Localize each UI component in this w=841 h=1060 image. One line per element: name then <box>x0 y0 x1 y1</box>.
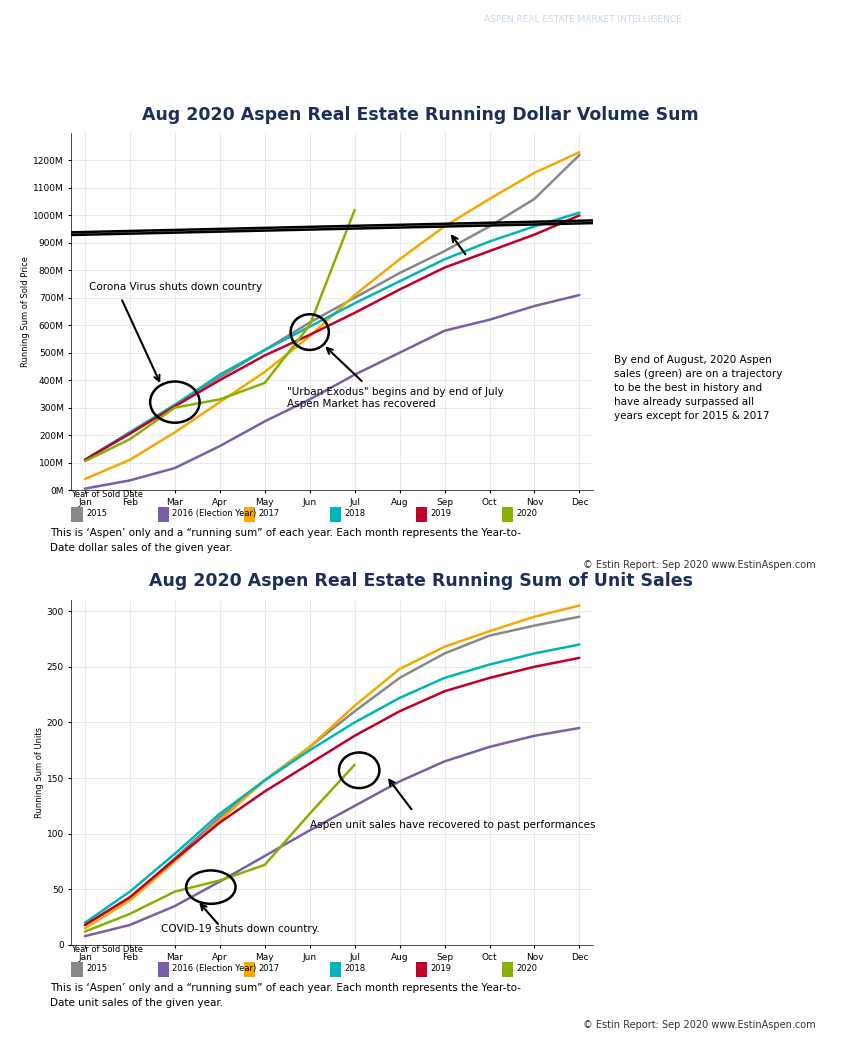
Bar <box>244 961 255 977</box>
Bar <box>244 507 255 523</box>
Bar <box>415 961 427 977</box>
Text: For the latest new listings,
weekly sold properties blog,
quarterly reports and : For the latest new listings, weekly sold… <box>21 21 213 76</box>
Text: 2017: 2017 <box>258 965 279 973</box>
Bar <box>330 961 341 977</box>
Text: "Urban Exodus" begins and by end of July
Aspen Market has recovered: "Urban Exodus" begins and by end of July… <box>288 387 504 408</box>
Bar <box>501 961 513 977</box>
Text: Year of Sold Date: Year of Sold Date <box>71 946 144 954</box>
Text: This is ‘Aspen’ only and a “running sum” of each year. Each month represents the: This is ‘Aspen’ only and a “running sum”… <box>50 528 521 553</box>
Bar <box>157 507 169 523</box>
Text: Aug 2020 Aspen Real Estate Running Sum of Unit Sales: Aug 2020 Aspen Real Estate Running Sum o… <box>149 572 692 590</box>
Bar <box>330 507 341 523</box>
Text: Aug 2020 Aspen Real Estate Running Dollar Volume Sum: Aug 2020 Aspen Real Estate Running Dolla… <box>142 106 699 124</box>
Text: 2016 (Election Year): 2016 (Election Year) <box>172 509 257 518</box>
Text: Year of Sold Date: Year of Sold Date <box>71 491 144 499</box>
Text: © Estin Report: Sep 2020 www.EstinAspen.com: © Estin Report: Sep 2020 www.EstinAspen.… <box>583 1020 816 1030</box>
Text: By end of August, 2020 Aspen
sales (green) are on a trajectory
to be the best in: By end of August, 2020 Aspen sales (gree… <box>614 355 782 421</box>
Text: 2020: 2020 <box>516 965 537 973</box>
Text: 2017: 2017 <box>258 509 279 518</box>
Y-axis label: Running Sum of Units: Running Sum of Units <box>34 727 44 818</box>
Text: Aspen unit sales have recovered to past performances: Aspen unit sales have recovered to past … <box>309 820 595 830</box>
Text: 2018: 2018 <box>344 965 365 973</box>
Text: 2019: 2019 <box>431 965 452 973</box>
Text: 2018: 2018 <box>344 509 365 518</box>
Text: 2019: 2019 <box>431 509 452 518</box>
Text: © Estin Report: Sep 2020 www.EstinAspen.com: © Estin Report: Sep 2020 www.EstinAspen.… <box>583 560 816 570</box>
Text: 2016 (Election Year): 2016 (Election Year) <box>172 965 257 973</box>
Text: ASPEN REAL ESTATE MARKET INTELLIGENCE: ASPEN REAL ESTATE MARKET INTELLIGENCE <box>484 15 681 24</box>
Text: This is ‘Aspen’ only and a “running sum” of each year. Each month represents the: This is ‘Aspen’ only and a “running sum”… <box>50 983 521 1008</box>
Text: Estin Report: Estin Report <box>475 48 680 78</box>
Bar <box>157 961 169 977</box>
Bar <box>415 507 427 523</box>
Bar <box>71 507 83 523</box>
Text: COVID-19 shuts down country.: COVID-19 shuts down country. <box>161 924 320 934</box>
Y-axis label: Running Sum of Sold Price: Running Sum of Sold Price <box>21 257 30 367</box>
Text: Corona Virus shuts down country: Corona Virus shuts down country <box>89 282 262 293</box>
Text: 2015: 2015 <box>86 509 107 518</box>
Bar <box>501 507 513 523</box>
Bar <box>71 961 83 977</box>
Text: 2020: 2020 <box>516 509 537 518</box>
Text: 2015: 2015 <box>86 965 107 973</box>
